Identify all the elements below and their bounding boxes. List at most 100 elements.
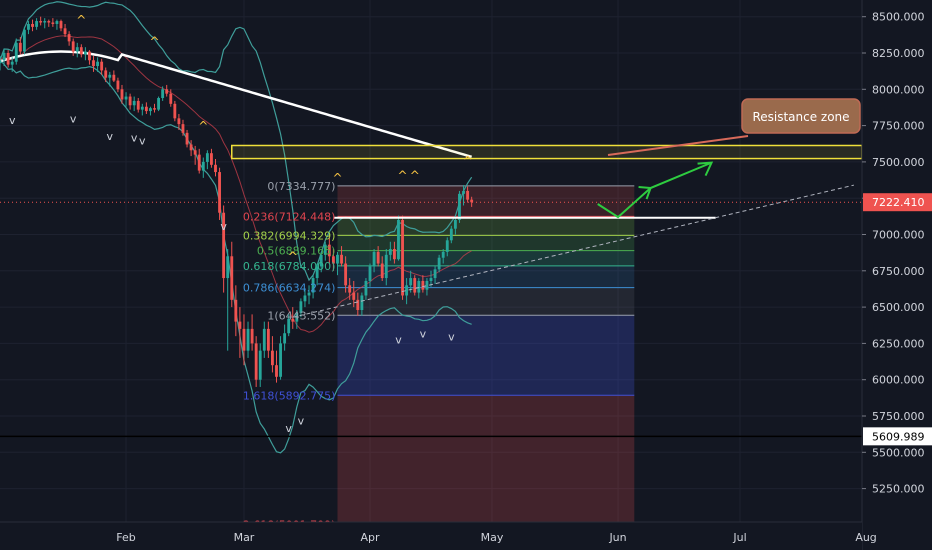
candle-body-113 — [458, 193, 461, 220]
candle-body-28 — [112, 74, 116, 81]
callout-pointer — [607, 135, 749, 156]
candle-body-85 — [344, 263, 348, 286]
candle-body-43 — [173, 103, 177, 119]
projection-arrow-head-mid — [638, 186, 652, 200]
candle-body-31 — [124, 96, 128, 100]
candle-body-14 — [55, 21, 59, 24]
candle-body-36 — [144, 106, 148, 112]
up-signal-marker-5: ^ — [398, 168, 408, 182]
candle-body-104 — [421, 280, 425, 290]
time-axis[interactable]: Feb Mar Apr May Jun Jul Aug — [0, 521, 877, 550]
candle-body-7 — [27, 23, 30, 30]
up-signal-marker-3: ^ — [288, 250, 298, 264]
candle-body-56 — [226, 256, 230, 279]
down-signal-marker-4: v — [139, 134, 146, 147]
candle-body-81 — [327, 244, 331, 257]
candle-body-109 — [441, 251, 445, 258]
current-price-badge — [863, 193, 932, 212]
candle-body-59 — [238, 321, 242, 329]
resistance-zone-box[interactable] — [231, 144, 863, 160]
candle-body-65 — [262, 328, 266, 351]
candle-body-13 — [51, 22, 55, 24]
fib-level-label-7: 1.618(5892.775) — [243, 389, 336, 402]
candle-body-103 — [417, 280, 421, 293]
candle-body-32 — [128, 96, 132, 106]
candle-body-45 — [181, 124, 185, 133]
candle-body-94 — [380, 263, 384, 279]
up-signal-marker-0: ^ — [76, 13, 86, 27]
price-tick-label-0: 8500.000 — [872, 11, 925, 24]
dashed-trendline[interactable] — [292, 184, 854, 318]
up-signal-marker-1: ^ — [149, 35, 159, 49]
candle-body-73 — [295, 312, 299, 322]
candle-body-46 — [185, 132, 189, 145]
candle-body-76 — [307, 292, 311, 296]
down-signal-marker-0: v — [9, 114, 16, 127]
down-signal-marker-8: v — [395, 333, 402, 346]
candle-body-10 — [39, 21, 43, 23]
candle-body-87 — [352, 292, 356, 300]
price-tick-label-6: 7000.000 — [872, 229, 925, 242]
candle-body-107 — [433, 269, 437, 279]
price-tick-label-8: 6500.000 — [872, 301, 925, 314]
candle-body-57 — [230, 256, 234, 300]
time-tick-label-0: Feb — [116, 531, 135, 544]
down-signal-marker-3: v — [131, 132, 138, 145]
fib-level-label-1: 0.236(7124.448) — [243, 210, 336, 223]
candle-body-18 — [71, 41, 75, 52]
fib-band-0 — [337, 185, 635, 217]
candle-body-61 — [246, 328, 250, 351]
candle-body-75 — [303, 295, 307, 302]
fibonacci-zones — [337, 185, 635, 526]
candle-body-72 — [291, 318, 295, 322]
candle-body-3 — [10, 61, 14, 65]
candle-body-22 — [88, 51, 91, 61]
candle-body-4 — [14, 42, 18, 62]
candle-body-30 — [120, 89, 124, 100]
resistance-zone-callout[interactable]: Resistance zone — [607, 98, 861, 156]
candle-body-96 — [388, 249, 392, 255]
candle-body-58 — [234, 299, 238, 322]
candle-body-88 — [356, 299, 360, 311]
candle-body-50 — [201, 161, 205, 171]
down-signal-marker-5: v — [220, 220, 227, 233]
projection-arrow-path[interactable] — [597, 161, 712, 219]
price-tick-label-7: 6750.000 — [872, 265, 925, 278]
candle-body-42 — [169, 93, 173, 104]
down-signal-marker-9: v — [420, 328, 427, 341]
candle-body-6 — [22, 29, 26, 52]
callout-box[interactable] — [741, 98, 861, 134]
candle-body-110 — [445, 240, 449, 252]
candle-body-25 — [100, 61, 104, 71]
bollinger-upper-band — [0, 1, 473, 282]
candle-body-33 — [132, 100, 136, 106]
candle-body-108 — [437, 257, 441, 270]
candle-body-0 — [0, 60, 2, 64]
candle-body-48 — [193, 150, 197, 155]
candle-body-5 — [18, 42, 22, 52]
candle-body-116 — [470, 199, 474, 203]
fib-level-label-2: 0.382(6994.329) — [243, 229, 336, 242]
fib-band-7 — [337, 395, 635, 525]
candle-body-55 — [222, 212, 226, 279]
fib-level-label-0: 0(7334.777) — [267, 180, 335, 193]
candle-body-68 — [275, 365, 278, 377]
candle-body-40 — [161, 89, 165, 99]
candle-body-100 — [405, 285, 409, 296]
candle-body-70 — [283, 333, 287, 344]
price-axis[interactable]: 8500.000 8250.000 8000.000 7750.000 7500.000… — [861, 0, 932, 550]
candle-body-47 — [189, 144, 193, 151]
candle-body-34 — [136, 100, 140, 110]
candle-body-92 — [372, 251, 376, 267]
candle-body-71 — [287, 318, 291, 334]
candle-body-27 — [108, 74, 112, 78]
candle-body-115 — [466, 190, 470, 200]
price-tick-label-1: 8250.000 — [872, 47, 925, 60]
time-axis-background — [0, 522, 862, 550]
price-tick-label-13: 5250.000 — [872, 483, 925, 496]
drawing-overlays[interactable] — [0, 144, 863, 438]
price-axis-background — [862, 0, 932, 550]
candle-body-23 — [92, 60, 95, 67]
candle-body-84 — [340, 254, 343, 264]
